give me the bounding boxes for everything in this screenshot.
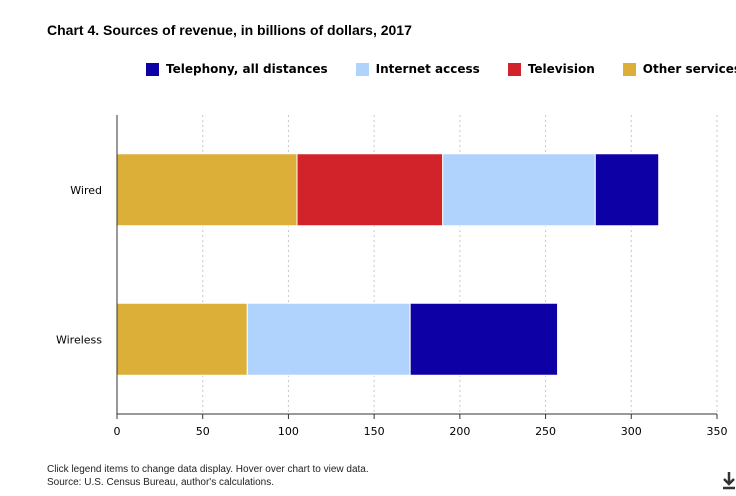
x-tick-label: 200	[449, 425, 470, 438]
bar-segment[interactable]	[246, 302, 411, 376]
bar-segment[interactable]	[409, 302, 559, 376]
interaction-note: Click legend items to change data displa…	[47, 464, 369, 475]
bar-segment[interactable]	[442, 153, 596, 227]
x-tick-label: 300	[621, 425, 642, 438]
legend-label: Television	[527, 62, 595, 76]
legend-swatch	[507, 62, 521, 76]
download-icon[interactable]	[720, 470, 736, 492]
legend-item-0[interactable]: Telephony, all distances	[146, 62, 328, 76]
legend-swatch	[355, 62, 369, 76]
chart-title: Chart 4. Sources of revenue, in billions…	[47, 22, 412, 38]
legend-item-3[interactable]: Other services	[622, 62, 736, 76]
bar-chart[interactable]: Wired Wireless 0 50 100 150 200 250 300 350	[0, 0, 736, 460]
legend-label: Internet access	[375, 62, 480, 76]
bar-segment[interactable]	[296, 153, 444, 227]
legend-item-2[interactable]: Television	[507, 62, 595, 76]
x-tick-label: 250	[535, 425, 556, 438]
x-tick-label: 150	[364, 425, 385, 438]
x-tick-label: 350	[707, 425, 728, 438]
category-label: Wired	[70, 184, 102, 197]
legend-swatch	[622, 62, 636, 76]
bar-segment[interactable]	[594, 153, 660, 227]
legend-label: Telephony, all distances	[166, 62, 328, 76]
source-note: Source: U.S. Census Bureau, author's cal…	[47, 477, 275, 488]
bar-segment[interactable]	[116, 302, 248, 376]
x-tick-label: 100	[278, 425, 299, 438]
x-tick-label: 0	[114, 425, 121, 438]
legend-label: Other services	[642, 62, 736, 76]
legend-item-1[interactable]: Internet access	[355, 62, 480, 76]
chart-legend: Telephony, all distances Internet access T…	[146, 61, 736, 77]
bar-segment[interactable]	[116, 153, 298, 227]
x-tick-label: 50	[196, 425, 210, 438]
category-label: Wireless	[56, 333, 102, 346]
legend-swatch	[146, 62, 159, 76]
